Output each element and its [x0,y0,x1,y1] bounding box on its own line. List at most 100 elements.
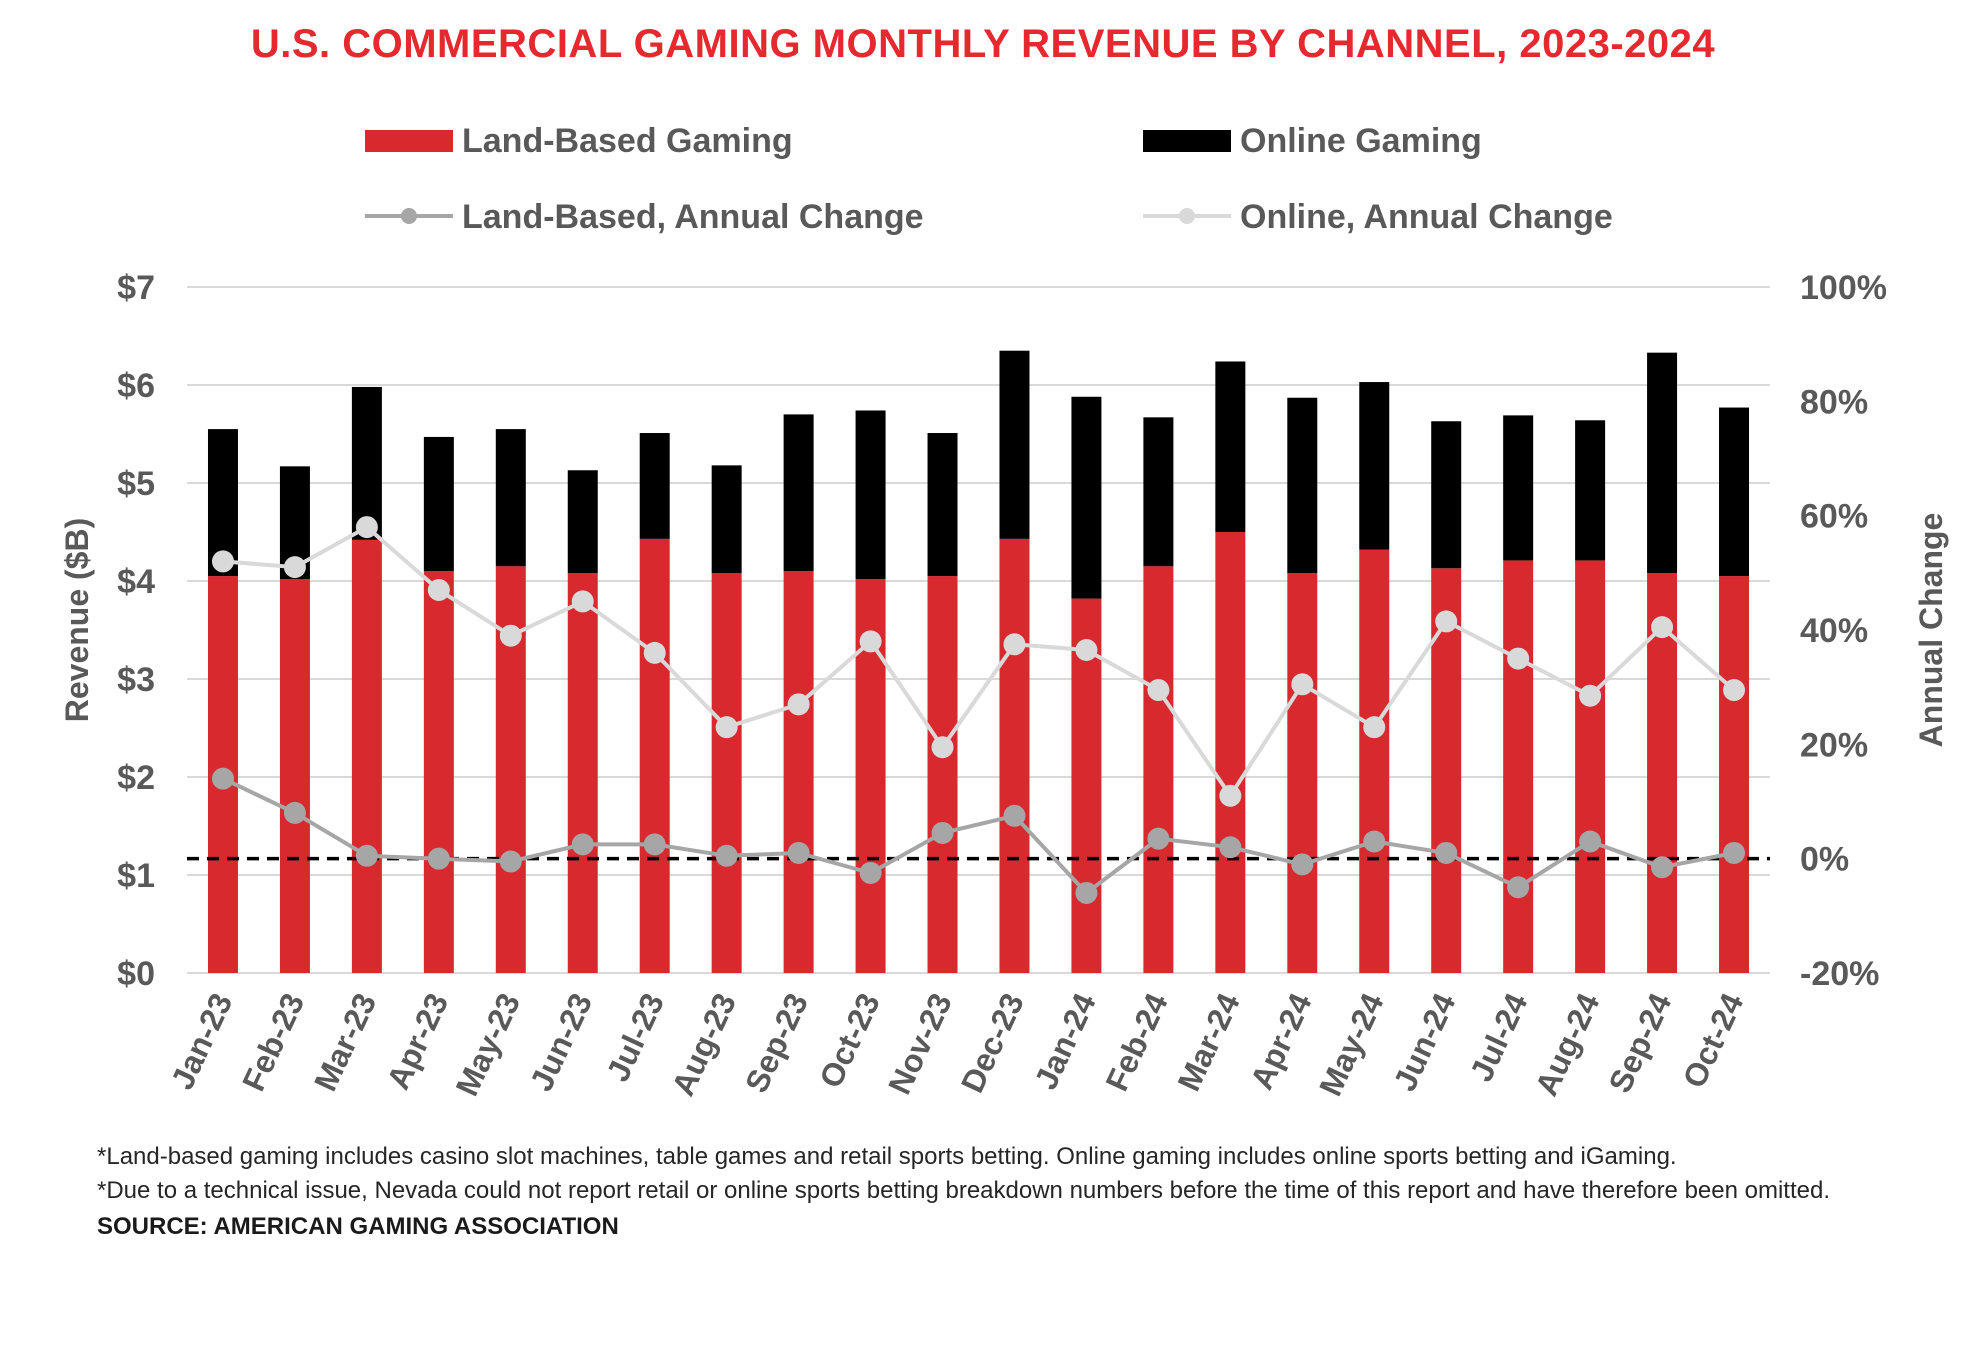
x-tick-label: Dec-23 [954,988,1031,1098]
land-change-point [427,847,450,870]
online-change-point [1723,679,1746,702]
bar-land-based [783,571,814,973]
online-change-point [283,556,306,579]
footnotes: *Land-based gaming includes casino slot … [97,1140,1897,1244]
land-change-point [211,767,234,790]
bar-online [783,414,814,572]
bar-land-based [567,573,598,973]
bar-land-based [423,571,454,973]
online-change-point [859,630,882,653]
online-change-point [1507,647,1530,670]
x-tick-label: Aug-23 [665,988,743,1102]
land-change-point [571,833,594,856]
y-tick-label: $0 [117,955,155,993]
bar-online [495,429,526,567]
bar-land-based [279,579,310,973]
bar-online [423,436,454,572]
bar-online [567,470,598,574]
y2-tick-label: -20% [1800,955,1879,993]
bar-online [1287,397,1318,574]
land-change-point [1075,881,1098,904]
x-tick-label: Jul-24 [1463,988,1535,1087]
legend-swatch-online [1143,130,1231,152]
land-change-point [859,861,882,884]
x-tick-label: Apr-24 [1243,988,1319,1095]
bar-land-based [639,538,670,973]
bar-online [639,433,670,539]
bar-land-based [1503,560,1534,973]
legend-label-online: Online Gaming [1240,122,1482,160]
bar-land-based [1647,573,1678,973]
bar-land-based [1215,532,1246,973]
online-change-point [1219,784,1242,807]
bar-online [1215,361,1246,532]
online-change-point [571,590,594,613]
bar-land-based [1719,576,1750,973]
x-tick-label: Sep-24 [1601,988,1678,1099]
bar-online [711,465,742,574]
online-change-point [1651,616,1674,639]
online-change-point [715,716,738,739]
x-tick-label: Jun-23 [523,988,599,1097]
bar-land-based [999,538,1030,973]
bar-online [351,386,382,540]
bar-land-based [927,576,958,973]
land-change-point [1579,830,1602,853]
right-axis-ticks: -20% 0% 20% 40% 60% 80% 100% [1800,269,1887,993]
x-tick-label: May-23 [449,988,527,1102]
online-change-point [1363,716,1386,739]
bar-land-based [1143,566,1174,973]
land-change-point [1435,841,1458,864]
footnote-land-online: *Land-based gaming includes casino slot … [97,1143,1677,1170]
y2-tick-label: 100% [1800,269,1887,307]
online-change-point [1147,679,1170,702]
y2-tick-label: 40% [1800,612,1868,650]
x-tick-label: Feb-24 [1099,988,1175,1097]
x-tick-label: Nov-23 [881,988,959,1100]
y2-tick-label: 80% [1800,383,1868,421]
bar-online [1431,421,1462,569]
x-tick-label: Jun-24 [1386,988,1462,1097]
x-tick-label: Mar-24 [1170,988,1246,1097]
bar-online [1647,352,1678,574]
online-change-point [499,624,522,647]
land-change-line [222,776,1735,896]
x-tick-label: Oct-23 [812,988,887,1093]
y-tick-label: $3 [117,661,155,699]
bar-land-based [1575,560,1606,973]
land-change-point [1723,841,1746,864]
legend-marker-land-change [401,208,417,224]
bars-group [207,350,1750,973]
online-change-line [222,524,1736,800]
lines-group [211,516,1746,904]
legend-label-online-change: Online, Annual Change [1240,198,1613,236]
land-change-point [1363,830,1386,853]
land-change-point [1291,853,1314,876]
land-change-point [1507,876,1530,899]
x-tick-label: Oct-24 [1676,988,1751,1094]
land-change-point [643,833,666,856]
y-tick-label: $6 [117,367,155,405]
online-change-point [931,736,954,759]
bar-land-based [711,573,742,973]
land-change-point [715,844,738,867]
bar-online [1143,417,1174,567]
x-tick-label: Apr-23 [380,988,455,1095]
source-note: SOURCE: AMERICAN GAMING ASSOCIATION [97,1213,619,1240]
x-tick-label: Sep-23 [738,988,815,1098]
online-change-point [355,516,378,539]
y-tick-label: $4 [117,563,155,601]
land-change-point [499,850,522,873]
legend: Land-Based Gaming Online Gaming Land-Bas… [365,122,1613,236]
bar-online [999,350,1030,539]
online-change-point [1075,639,1098,662]
legend-label-land-change: Land-Based, Annual Change [462,198,924,236]
bar-land-based [1287,573,1318,973]
online-change-point [1435,610,1458,633]
land-change-point [1147,827,1170,850]
y2-axis-title: Annual Change [1913,513,1949,748]
legend-marker-online-change [1179,208,1195,224]
land-change-point [1219,836,1242,859]
x-tick-label: Jan-24 [1027,988,1103,1095]
online-change-point [1003,633,1026,656]
